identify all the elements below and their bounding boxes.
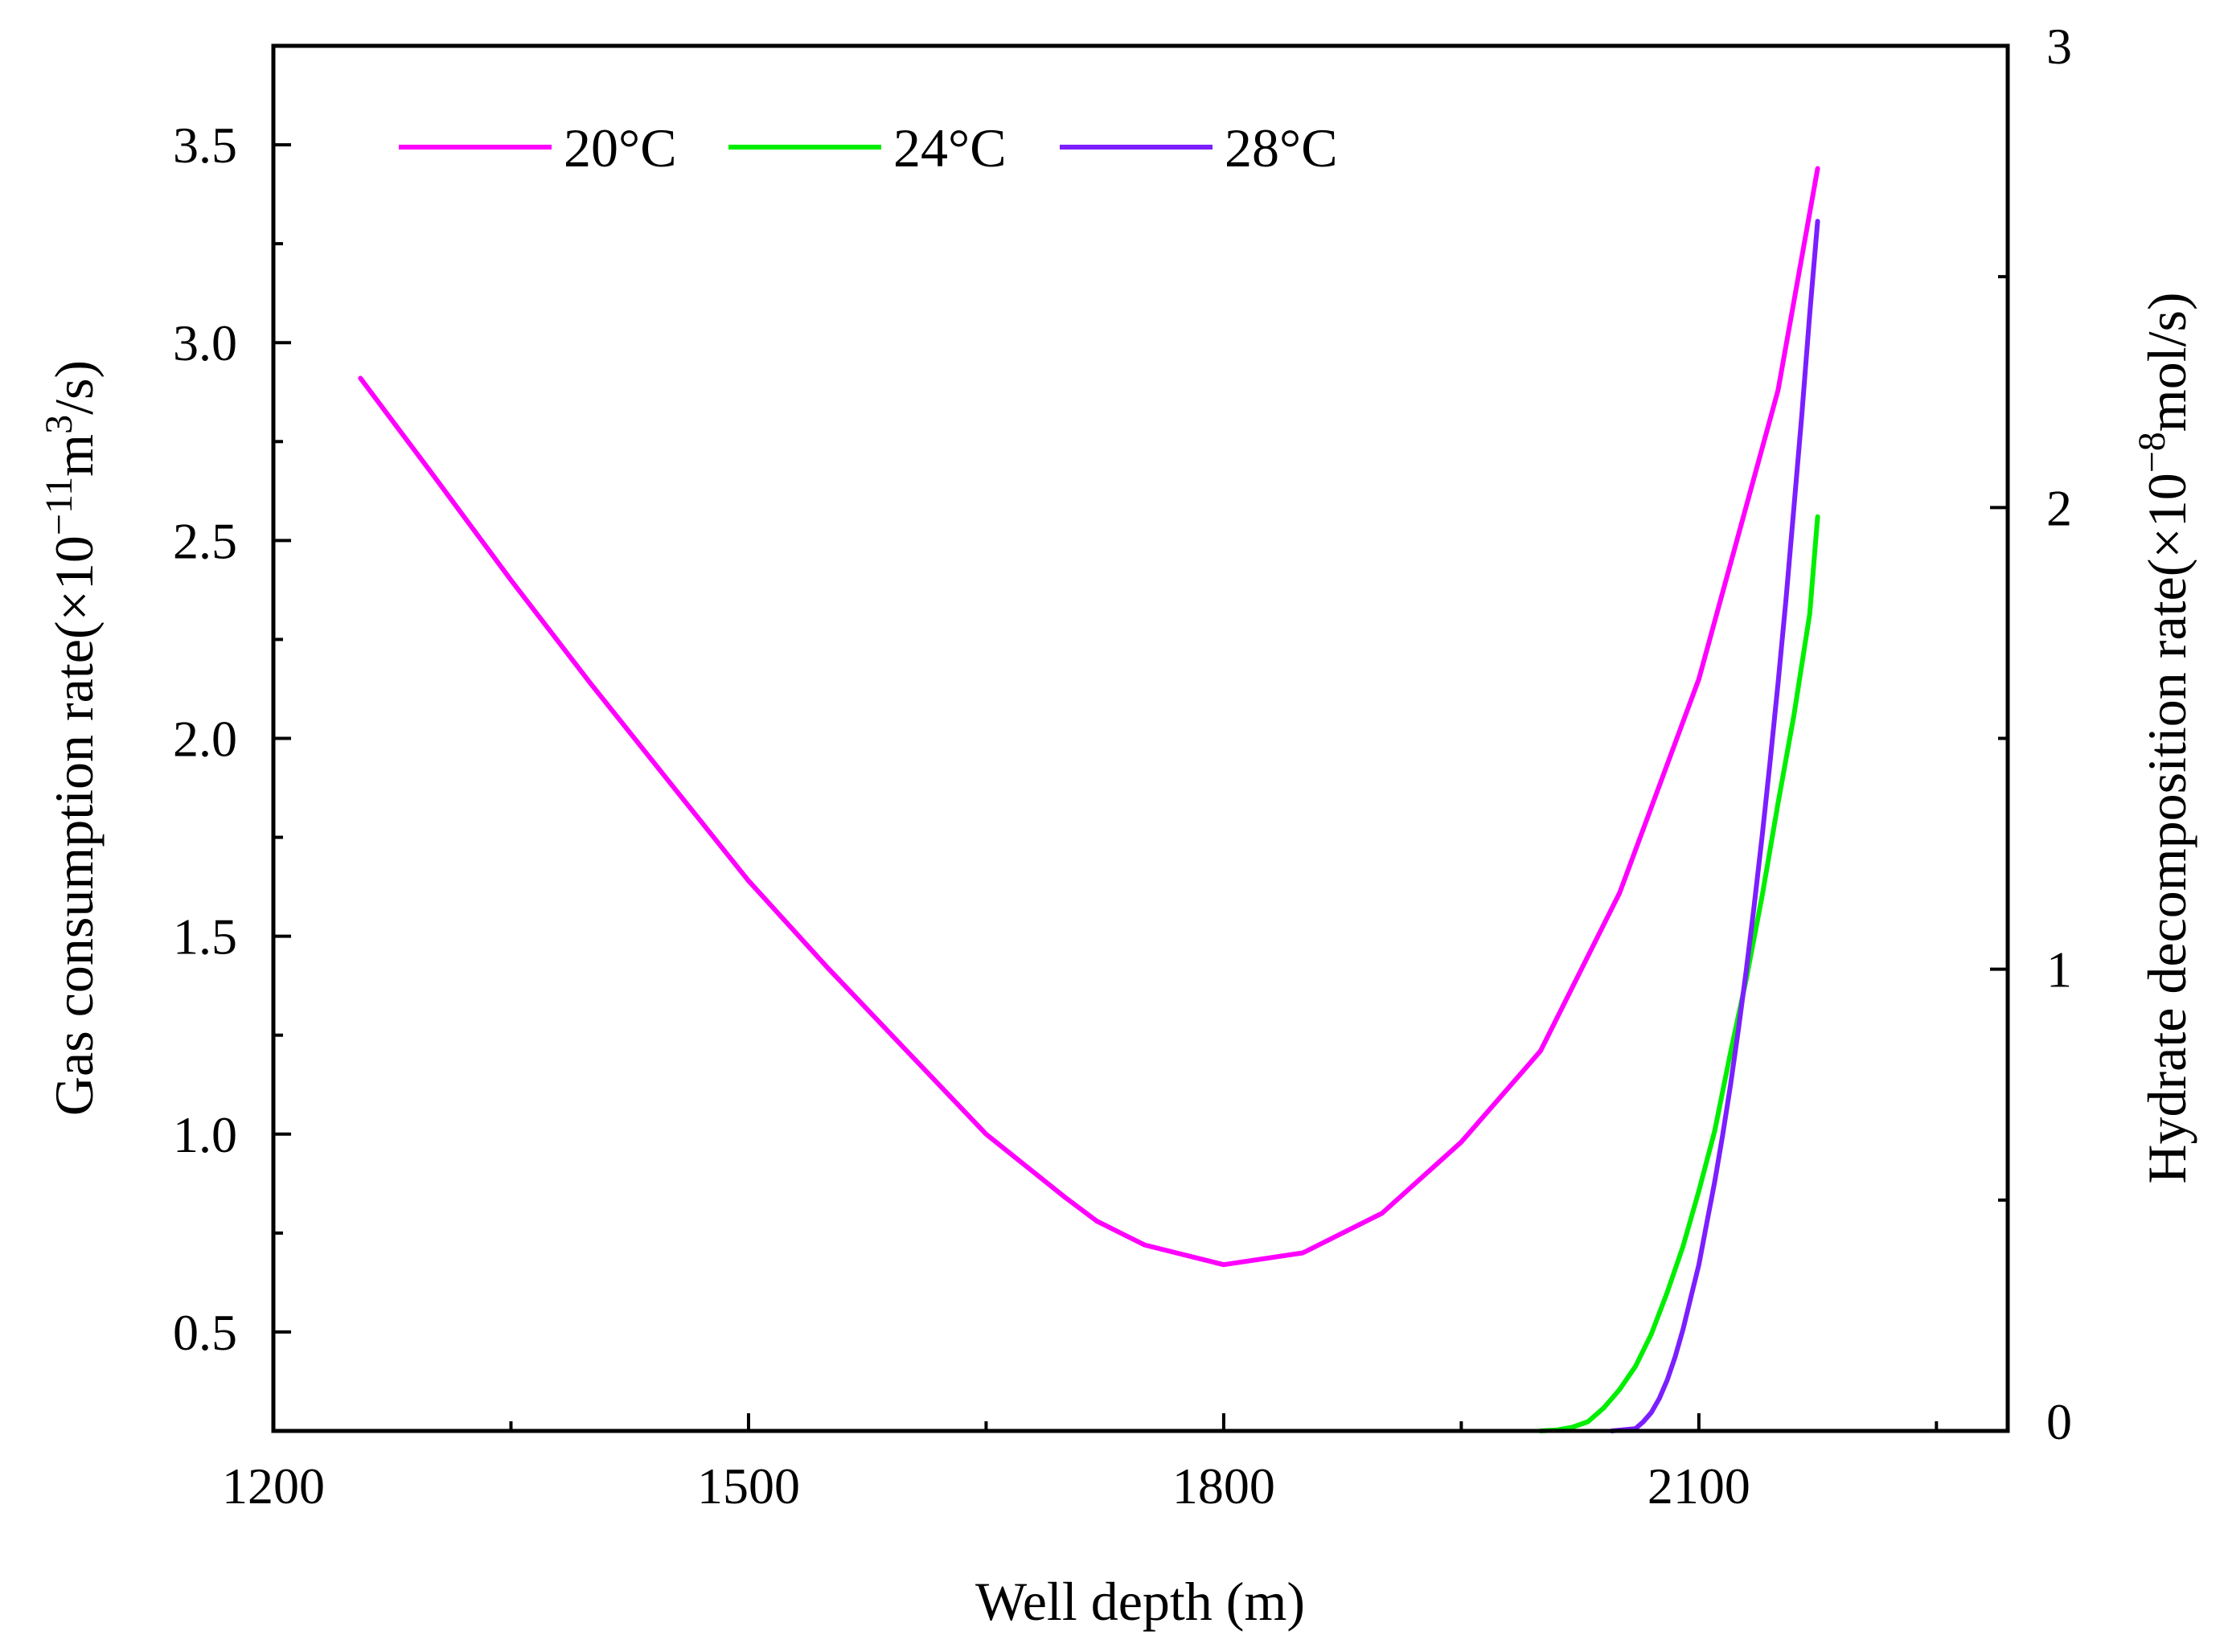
x-tick-label: 1800 [1172,1457,1275,1515]
y-right-tick-label: 0 [2046,1393,2072,1450]
y-right-tick-label: 2 [2046,479,2072,536]
x-tick-label: 1200 [222,1457,325,1515]
y-left-tick-label: 1.5 [173,908,237,965]
y-left-tick-label: 3.5 [173,117,237,174]
y-right-title-prefix: Hydrate decomposition rate(×10 [2136,473,2197,1183]
legend: 20°C 24°C 28°C [399,117,1338,178]
y-right-tick-label: 3 [2046,18,2072,75]
legend-label-2: 28°C [1225,117,1338,178]
y-left-title-exp1: −11 [38,477,80,535]
y-left-tick-label: 1.0 [173,1106,237,1163]
x-tick-label: 2100 [1647,1457,1750,1515]
y-right-title-suffix: mol/s) [2136,292,2197,432]
y-axis-right-title: Hydrate decomposition rate(×10−8mol/s) [2131,292,2198,1183]
y-left-tick-label: 2.5 [173,512,237,569]
legend-label-1: 24°C [893,117,1007,178]
x-axis-title: Well depth (m) [975,1571,1305,1632]
y-axis-left-title: Gas consumption rate(×10−11m3/s) [38,360,105,1116]
y-left-title-mid: m [43,434,105,477]
x-tick-label: 1500 [697,1457,800,1515]
series-line-0 [358,166,1820,1268]
series-layer [358,166,1820,1433]
series-line-1 [1537,514,1820,1433]
y-left-title-suffix: /s) [43,360,105,415]
y-right-title-exp1: −8 [2131,432,2173,473]
y-left-title-exp2: 3 [38,415,80,434]
y-right-tick-label: 1 [2046,941,2072,998]
legend-label-0: 20°C [564,117,677,178]
y-left-tick-label: 0.5 [173,1304,237,1361]
tick-layer: 1200 1500 1800 2100 0.5 1.0 1.5 2.0 2.5 3.0 3.5 0 1 2… [173,18,2072,1515]
y-left-title-prefix: Gas consumption rate(×10 [43,535,105,1116]
y-left-tick-label: 2.0 [173,711,237,768]
series-line-2 [1609,219,1820,1433]
plot-frame [271,43,2010,1433]
y-left-tick-label: 3.0 [173,314,237,371]
